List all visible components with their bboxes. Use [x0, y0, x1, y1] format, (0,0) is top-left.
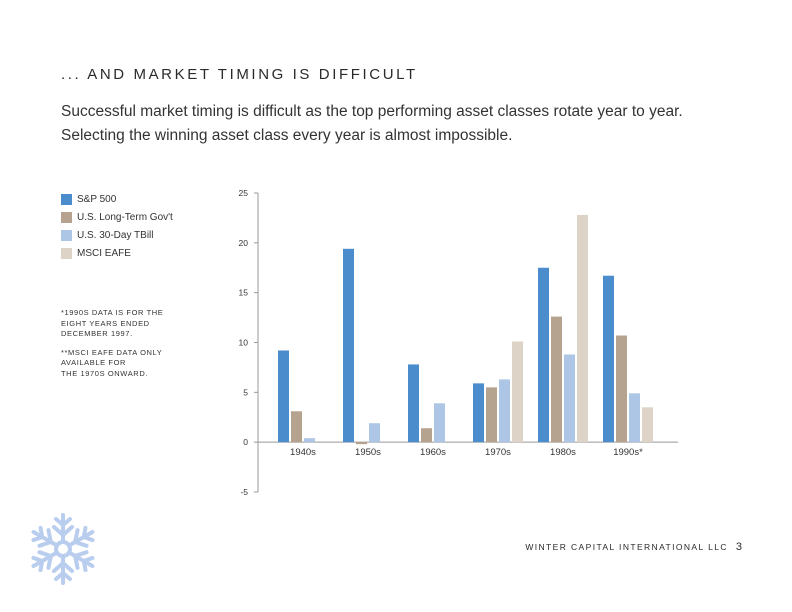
chart-bars — [278, 214, 653, 445]
bar-longterm — [421, 428, 432, 443]
bar-tbill — [629, 393, 640, 443]
y-tick-label: 5 — [243, 387, 248, 397]
legend-swatch-tbill — [61, 229, 72, 241]
y-tick-label: 15 — [239, 288, 249, 298]
legend-item-tbill: U.S. 30-Day TBill — [61, 226, 173, 244]
bar-sp500 — [408, 364, 419, 443]
y-tick-label: 25 — [239, 188, 249, 198]
legend-label-longterm: U.S. Long-Term Gov't — [77, 211, 173, 223]
legend-label-eafe: MSCI EAFE — [77, 247, 131, 259]
x-tick-label: 1970s — [485, 447, 511, 458]
bar-eafe — [512, 341, 523, 443]
bar-longterm — [486, 387, 497, 443]
x-tick-label: 1980s — [550, 447, 576, 458]
intro-line-1: Successful market timing is difficult as… — [61, 103, 683, 120]
bar-sp500 — [603, 275, 614, 443]
footnote-eafe: **MSCI EAFE data only available for the … — [61, 347, 163, 378]
y-tick-label: 10 — [239, 338, 249, 348]
bar-tbill — [499, 379, 510, 443]
y-tick-label: -5 — [240, 487, 248, 497]
bar-sp500 — [278, 350, 289, 443]
legend-swatch-sp500 — [61, 193, 72, 205]
footer-company: Winter Capital International LLC — [525, 542, 728, 552]
bar-longterm — [291, 411, 302, 443]
legend-label-sp500: S&P 500 — [77, 193, 117, 205]
legend-item-longterm: U.S. Long-Term Gov't — [61, 208, 173, 226]
x-tick-label: 1960s — [420, 447, 446, 458]
bar-eafe — [642, 407, 653, 443]
bar-longterm — [551, 316, 562, 443]
returns-bar-chart: 25 20 15 10 5 0 -5 1940s 1950s 1960s 1970s 1980s 199… — [239, 188, 678, 497]
bar-tbill — [304, 438, 315, 443]
bar-sp500 — [538, 267, 549, 443]
bar-tbill — [434, 403, 445, 443]
bar-sp500 — [473, 383, 484, 443]
y-tick-label: 0 — [243, 437, 248, 447]
bar-sp500 — [343, 248, 354, 443]
chart-labels: 25 20 15 10 5 0 -5 1940s 1950s 1960s 1970s 1980s 199… — [239, 188, 644, 497]
legend-swatch-eafe — [61, 247, 72, 259]
page-number: 3 — [735, 541, 742, 553]
legend-swatch-longterm — [61, 211, 72, 223]
bar-eafe — [577, 214, 588, 443]
legend-item-eafe: MSCI EAFE — [61, 244, 173, 262]
legend-label-tbill: U.S. 30-Day TBill — [77, 229, 154, 241]
x-tick-label: 1990s* — [613, 447, 643, 458]
snowflake-logo-icon — [31, 513, 95, 585]
footnotes: *1990s data is for the eight years ended… — [61, 308, 191, 387]
bar-longterm — [356, 442, 367, 445]
bar-tbill — [564, 354, 575, 443]
legend-item-sp500: S&P 500 — [61, 190, 173, 208]
intro-line-2: Selecting the winning asset class every … — [61, 127, 513, 144]
footnote-1990s: *1990s data is for the eight years ended… — [61, 308, 164, 338]
page-footer: Winter Capital International LLC 3 — [525, 541, 742, 553]
x-tick-label: 1940s — [290, 447, 316, 458]
y-tick-label: 20 — [239, 238, 249, 248]
chart-legend: S&P 500 U.S. Long-Term Gov't U.S. 30-Day… — [61, 190, 173, 262]
bar-tbill — [369, 423, 380, 443]
x-tick-label: 1950s — [355, 447, 381, 458]
page-heading: ... AND MARKET TIMING IS DIFFICULT — [61, 66, 418, 83]
bar-longterm — [616, 335, 627, 443]
